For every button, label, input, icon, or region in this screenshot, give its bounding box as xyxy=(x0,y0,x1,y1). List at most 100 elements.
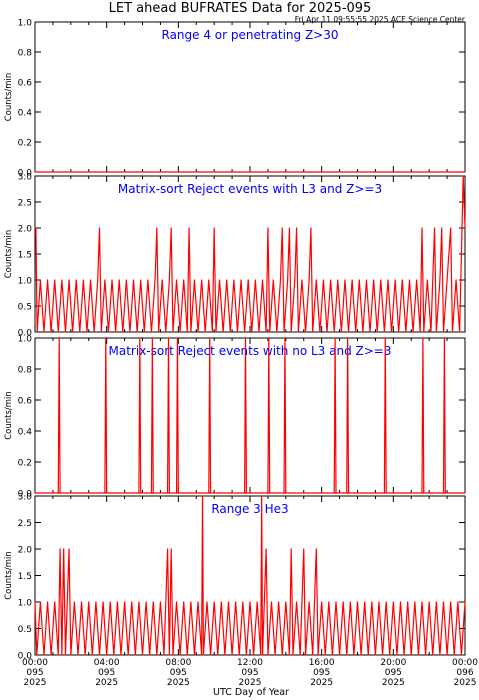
data-point xyxy=(297,331,299,333)
data-point xyxy=(183,601,185,603)
x-tick-time: 08:00 xyxy=(165,658,191,668)
data-point xyxy=(256,601,258,603)
data-point xyxy=(224,654,226,656)
y-tick-label: 0.8 xyxy=(18,366,33,376)
data-point xyxy=(288,227,291,229)
data-point xyxy=(362,331,364,333)
data-point xyxy=(50,331,52,333)
data-point xyxy=(139,337,141,339)
data-point xyxy=(68,279,70,281)
data-point xyxy=(220,601,222,603)
x-tick-year: 2025 xyxy=(24,678,47,688)
data-point xyxy=(390,331,393,333)
data-point xyxy=(315,548,317,550)
data-point xyxy=(450,601,452,603)
data-point xyxy=(149,654,151,656)
data-point xyxy=(416,279,418,281)
data-point xyxy=(143,331,145,333)
data-point xyxy=(233,279,235,281)
data-point xyxy=(109,601,111,603)
data-point xyxy=(61,279,63,281)
data-point xyxy=(417,654,420,656)
data-point xyxy=(380,279,382,281)
data-point xyxy=(258,331,260,333)
data-point xyxy=(177,492,179,494)
data-point xyxy=(72,331,74,333)
data-point xyxy=(455,279,457,281)
x-tick-year: 2025 xyxy=(310,678,333,688)
data-point xyxy=(426,279,428,281)
data-point xyxy=(244,331,246,333)
data-point xyxy=(387,279,389,281)
data-point xyxy=(168,279,170,281)
data-point xyxy=(138,601,140,603)
data-point xyxy=(213,601,215,603)
data-point xyxy=(281,227,283,229)
data-point xyxy=(202,654,205,656)
data-point xyxy=(421,227,423,229)
data-point xyxy=(39,601,41,603)
data-point xyxy=(213,227,215,229)
data-point xyxy=(77,654,79,656)
data-point xyxy=(231,654,233,656)
data-point xyxy=(204,331,206,333)
data-point xyxy=(104,279,106,281)
data-point xyxy=(373,279,375,281)
y-tick-label: 0.6 xyxy=(18,79,33,89)
data-point xyxy=(399,601,402,603)
data-point xyxy=(150,331,153,333)
data-point xyxy=(245,492,248,494)
data-point xyxy=(295,227,298,229)
data-point xyxy=(333,492,335,494)
data-point xyxy=(252,654,255,656)
data-point xyxy=(175,492,178,494)
data-point xyxy=(355,331,357,333)
data-point xyxy=(190,601,192,603)
data-point xyxy=(70,654,72,656)
panel-annotation: Range 4 or penetrating Z>30 xyxy=(162,28,339,42)
y-tick-label: 0.4 xyxy=(18,428,33,438)
data-point xyxy=(435,331,437,333)
x-tick-time: 00:00 xyxy=(452,658,478,668)
data-point xyxy=(107,331,110,333)
data-point xyxy=(304,654,307,656)
data-point xyxy=(159,601,162,603)
data-point xyxy=(405,331,407,333)
data-point xyxy=(152,492,154,494)
data-point xyxy=(98,227,101,229)
data-point xyxy=(129,331,131,333)
data-point xyxy=(193,279,196,281)
data-point xyxy=(63,548,65,550)
data-point xyxy=(97,279,99,281)
x-tick-year: 2025 xyxy=(382,678,405,688)
data-point xyxy=(156,654,158,656)
data-point xyxy=(376,331,378,333)
data-point xyxy=(276,331,278,333)
data-point xyxy=(340,331,342,333)
x-tick-doy: 095 xyxy=(313,668,330,678)
y-tick-label: 0.4 xyxy=(18,109,33,119)
data-point xyxy=(279,279,282,281)
data-point xyxy=(310,227,312,229)
data-point xyxy=(218,279,221,281)
data-point xyxy=(442,492,445,494)
y-tick-label: 0.0 xyxy=(18,169,33,179)
data-point xyxy=(100,331,102,333)
data-point xyxy=(254,279,256,281)
data-point xyxy=(226,279,228,281)
data-point xyxy=(334,337,336,339)
data-point xyxy=(285,492,287,494)
data-point xyxy=(451,331,454,333)
data-point xyxy=(421,492,423,494)
data-point xyxy=(43,331,45,333)
data-point xyxy=(116,601,119,603)
data-point xyxy=(308,601,310,603)
data-point xyxy=(227,601,230,603)
x-tick-doy: 095 xyxy=(98,668,115,678)
data-point xyxy=(385,601,387,603)
data-point xyxy=(321,601,323,603)
x-tick-time: 20:00 xyxy=(380,658,406,668)
x-tick-time: 16:00 xyxy=(309,658,335,668)
data-point xyxy=(166,492,169,494)
